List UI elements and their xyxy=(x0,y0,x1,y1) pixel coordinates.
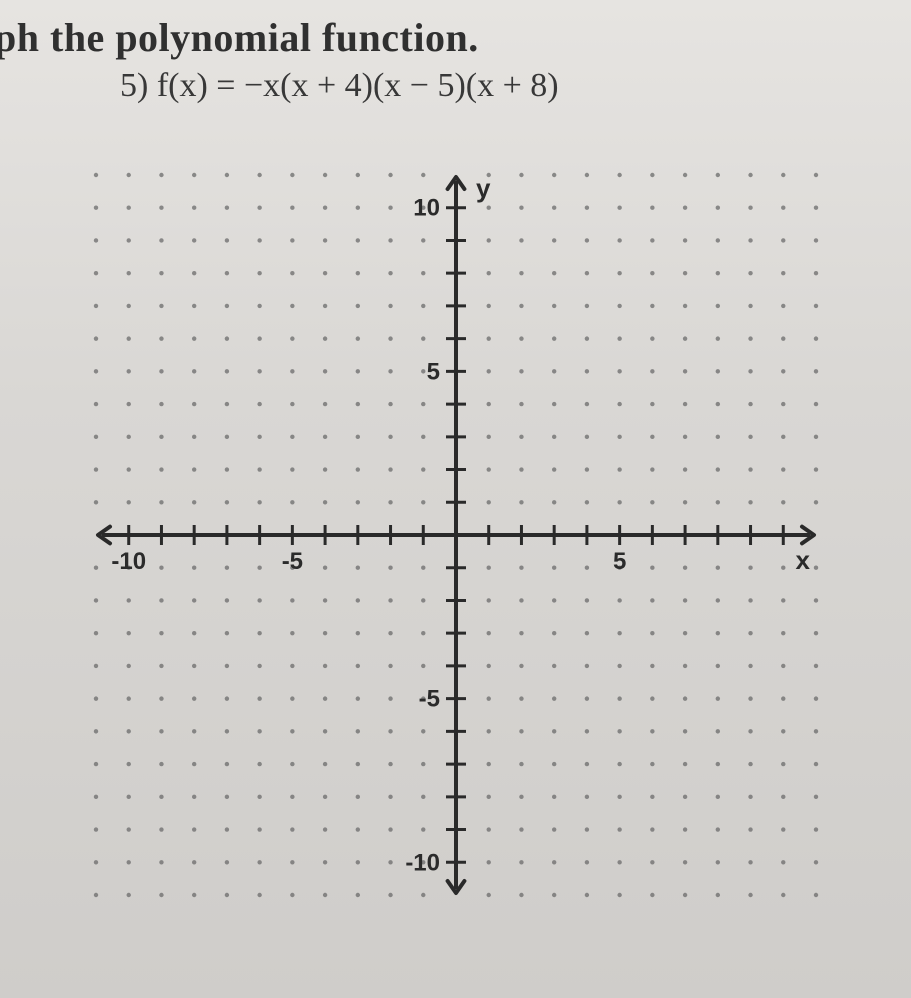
svg-text:-10: -10 xyxy=(111,548,146,575)
problem-line: 5) f(x) = −x(x + 4)(x − 5)(x + 8) xyxy=(0,67,911,105)
problem-number: 5) xyxy=(120,67,148,104)
svg-text:10: 10 xyxy=(413,195,440,222)
svg-text:y: y xyxy=(476,173,491,203)
coordinate-grid: -10 -5 5 10 5 -5 -10 x y xyxy=(76,155,836,915)
svg-text:-5: -5 xyxy=(418,686,439,713)
svg-text:-10: -10 xyxy=(405,849,440,876)
section-heading: ph the polynomial function. xyxy=(0,14,911,61)
svg-text:5: 5 xyxy=(426,358,439,385)
problem-expression: f(x) = −x(x + 4)(x − 5)(x + 8) xyxy=(157,67,559,104)
svg-text:5: 5 xyxy=(612,548,625,575)
grid-svg: -10 -5 5 10 5 -5 -10 x y xyxy=(76,155,836,915)
worksheet-page: ph the polynomial function. 5) f(x) = −x… xyxy=(0,0,911,998)
svg-text:x: x xyxy=(795,545,810,575)
svg-text:-5: -5 xyxy=(281,548,302,575)
